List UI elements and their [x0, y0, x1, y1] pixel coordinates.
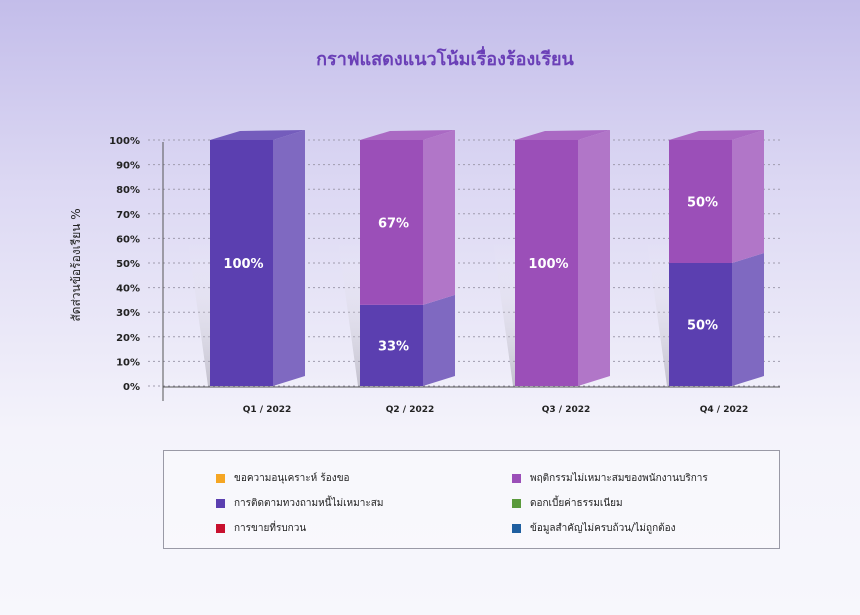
bar-shadow — [188, 240, 210, 386]
legend-swatch — [216, 499, 225, 508]
y-tick-label: 0% — [123, 382, 140, 393]
data-label: 67% — [378, 216, 409, 231]
bar-segment-side — [273, 130, 305, 386]
legend-label: ขอความอนุเคราะห์ ร้องขอ — [234, 473, 350, 484]
legend-item: ขอความอนุเคราะห์ ร้องขอ — [216, 471, 350, 486]
legend-item: การติดตามทวงถามหนี้ไม่เหมาะสม — [216, 496, 383, 511]
data-label: 100% — [223, 257, 263, 272]
y-tick-label: 20% — [116, 333, 140, 344]
y-axis-label: สัดส่วนข้อร้องเรียน % — [69, 208, 83, 321]
bar-segment-front — [669, 140, 732, 263]
bars — [188, 130, 764, 386]
legend-item: ดอกเบี้ยค่าธรรมเนียม — [512, 496, 623, 511]
data-label: 50% — [687, 319, 718, 334]
data-label: 33% — [378, 339, 409, 354]
data-label: 100% — [528, 257, 568, 272]
x-tick-label: Q4 / 2022 — [700, 405, 749, 415]
chart-title: กราฟแสดงแนวโน้มเรื่องร้องเรียน — [316, 49, 574, 70]
bar-top — [515, 130, 610, 140]
bar-top — [360, 130, 455, 140]
bar-segment-front — [669, 263, 732, 386]
data-label: 50% — [687, 196, 718, 211]
legend-item: การขายที่รบกวน — [216, 521, 306, 536]
legend-label: ดอกเบี้ยค่าธรรมเนียม — [530, 498, 623, 509]
y-tick-label: 100% — [109, 136, 140, 147]
y-tick-label: 60% — [116, 234, 140, 245]
y-tick-label: 70% — [116, 210, 140, 221]
legend-label: ข้อมูลสำคัญไม่ครบถ้วน/ไม่ถูกต้อง — [530, 523, 676, 534]
bar-shadow — [338, 240, 360, 386]
y-tick-label: 90% — [116, 161, 140, 172]
legend-swatch — [216, 524, 225, 533]
bar-shadow — [647, 240, 669, 386]
legend-label: พฤติกรรมไม่เหมาะสมของพนักงานบริการ — [530, 473, 708, 484]
legend-item: ข้อมูลสำคัญไม่ครบถ้วน/ไม่ถูกต้อง — [512, 521, 676, 536]
x-tick-label: Q3 / 2022 — [542, 405, 591, 415]
y-tick-label: 10% — [116, 357, 140, 368]
legend: ขอความอนุเคราะห์ ร้องขอ พฤติกรรมไม่เหมาะส… — [163, 450, 780, 549]
bar-top — [669, 130, 764, 140]
legend-label: การขายที่รบกวน — [234, 523, 307, 534]
y-tick-label: 80% — [116, 185, 140, 196]
legend-item: พฤติกรรมไม่เหมาะสมของพนักงานบริการ — [512, 471, 708, 486]
bar-shadow — [493, 240, 515, 386]
bar-segment-side — [578, 130, 610, 386]
axes: Q1 / 2022 Q2 / 2022 Q3 / 2022 Q4 / 2022 — [162, 142, 780, 415]
bar-segment-front — [210, 140, 273, 386]
legend-swatch — [216, 474, 225, 483]
y-tick-label: 40% — [116, 284, 140, 295]
legend-label: การติดตามทวงถามหนี้ไม่เหมาะสม — [234, 498, 384, 509]
legend-swatch — [512, 524, 521, 533]
y-tick-label: 50% — [116, 259, 140, 270]
bar-segment-side — [423, 130, 455, 305]
bar-segment-front — [360, 140, 423, 305]
data-labels: 100% 33% 67% 100% 50% 50% — [223, 196, 718, 355]
bar-segment-front — [360, 304, 423, 386]
bar-top — [210, 130, 305, 140]
x-tick-label: Q1 / 2022 — [243, 405, 292, 415]
bar-segment-side — [423, 294, 455, 386]
legend-swatch — [512, 499, 521, 508]
bar-segment-side — [732, 253, 764, 386]
bar-segment-side — [732, 130, 764, 263]
x-tick-label: Q2 / 2022 — [386, 405, 435, 415]
y-tick-label: 30% — [116, 308, 140, 319]
legend-swatch — [512, 474, 521, 483]
bar-segment-front — [515, 140, 578, 386]
